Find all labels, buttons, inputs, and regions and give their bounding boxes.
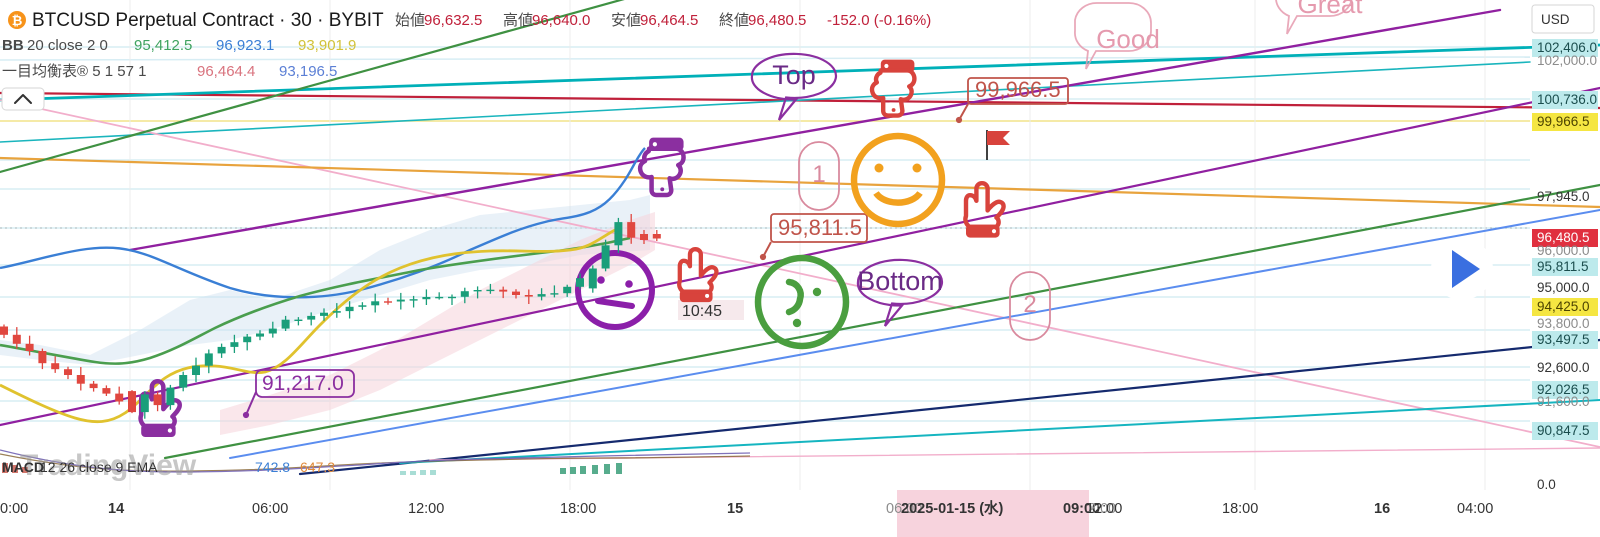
svg-text:96,464.5: 96,464.5	[640, 12, 698, 29]
svg-text:93,800.0: 93,800.0	[1537, 316, 1590, 331]
svg-text:0:00: 0:00	[0, 501, 28, 517]
svg-text:-152.0 (-0.16%): -152.0 (-0.16%)	[827, 12, 931, 29]
svg-text:96,000.0: 96,000.0	[1537, 243, 1590, 258]
svg-text:100,736.0: 100,736.0	[1537, 92, 1597, 107]
svg-text:1: 1	[812, 161, 825, 188]
svg-text:18:00: 18:00	[1222, 501, 1258, 517]
svg-text:94,425.0: 94,425.0	[1537, 299, 1590, 314]
svg-text:USD: USD	[1541, 12, 1570, 27]
svg-text:95,412.5: 95,412.5	[134, 37, 192, 54]
svg-text:06:00: 06:00	[252, 501, 288, 517]
svg-text:93,901.9: 93,901.9	[298, 37, 356, 54]
svg-text:96,464.4: 96,464.4	[197, 63, 255, 80]
svg-text:12:00: 12:00	[1086, 501, 1122, 517]
svg-text:20 close 2 0: 20 close 2 0	[27, 37, 108, 54]
svg-text:96,632.5: 96,632.5	[424, 12, 482, 29]
svg-text:Great: Great	[1297, 0, 1363, 19]
svg-text:96,480.5: 96,480.5	[748, 12, 806, 29]
svg-text:18:00: 18:00	[560, 501, 596, 517]
svg-text:10:45: 10:45	[682, 303, 722, 320]
svg-text:12:00: 12:00	[408, 501, 444, 517]
svg-text:Bottom: Bottom	[857, 266, 943, 296]
svg-text:Top: Top	[772, 60, 816, 90]
svg-text:終値: 終値	[719, 12, 749, 29]
svg-text:93,497.5: 93,497.5	[1537, 332, 1590, 347]
svg-text:16: 16	[1374, 501, 1390, 517]
svg-text:92,600.0: 92,600.0	[1537, 360, 1590, 375]
svg-text:MACD: MACD	[2, 459, 44, 475]
svg-text:99,966.5: 99,966.5	[1537, 114, 1590, 129]
svg-text:安値: 安値	[611, 12, 641, 29]
svg-text:2025-01-15 (水): 2025-01-15 (水)	[901, 499, 1004, 517]
svg-text:BB: BB	[2, 37, 24, 54]
svg-text:12 26 close 9 EMA: 12 26 close 9 EMA	[40, 459, 158, 475]
svg-text:BTCUSD Perpetual Contract · 30: BTCUSD Perpetual Contract · 30 · BYBIT	[32, 10, 384, 31]
svg-text:93,196.5: 93,196.5	[279, 63, 337, 80]
svg-text:95,811.5: 95,811.5	[778, 215, 862, 240]
svg-text:96,640.0: 96,640.0	[532, 12, 590, 29]
svg-text:始値: 始値	[395, 12, 425, 29]
svg-text:₿: ₿	[12, 13, 23, 28]
svg-text:95,000.0: 95,000.0	[1537, 280, 1590, 295]
svg-text:91,217.0: 91,217.0	[262, 372, 344, 395]
svg-text:102,000.0: 102,000.0	[1537, 53, 1597, 68]
svg-text:95,811.5: 95,811.5	[1537, 259, 1589, 274]
svg-text:15: 15	[727, 501, 743, 517]
svg-text:97,945.0: 97,945.0	[1537, 189, 1590, 204]
svg-text:90,847.5: 90,847.5	[1537, 423, 1590, 438]
svg-text:91,600.0: 91,600.0	[1537, 394, 1590, 409]
svg-text:96,923.1: 96,923.1	[216, 37, 274, 54]
svg-text:04:00: 04:00	[1457, 501, 1493, 517]
svg-text:一目均衡表® 5 1 57 1: 一目均衡表® 5 1 57 1	[2, 63, 146, 80]
svg-text:99,966.5: 99,966.5	[975, 77, 1061, 102]
svg-text:高値: 高値	[503, 12, 533, 29]
svg-text:742.8: 742.8	[255, 459, 290, 475]
svg-text:0.0: 0.0	[1537, 477, 1556, 492]
svg-text:Good: Good	[1096, 24, 1160, 54]
svg-text:647.3: 647.3	[300, 459, 335, 475]
svg-text:2: 2	[1023, 291, 1036, 318]
svg-text:14: 14	[108, 501, 124, 517]
